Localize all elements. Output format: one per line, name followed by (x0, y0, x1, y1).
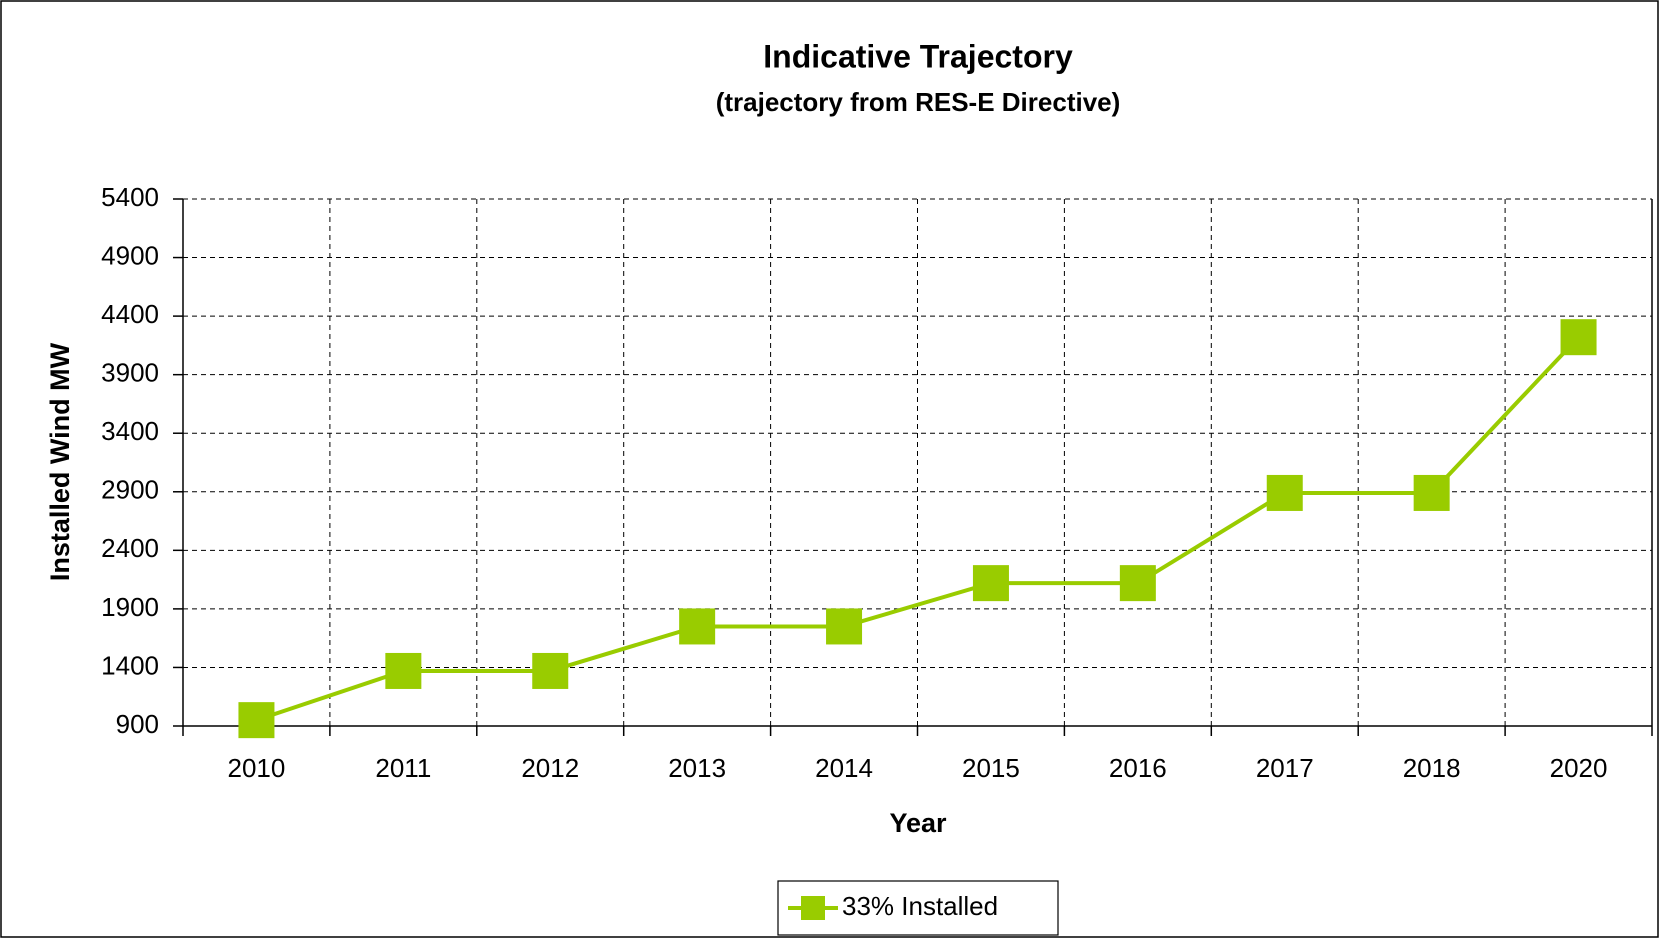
x-tick-label: 2011 (375, 753, 431, 783)
y-tick-label: 5400 (101, 182, 159, 212)
x-axis-label: Year (889, 808, 947, 838)
y-tick-label: 900 (116, 709, 159, 739)
legend-marker (801, 896, 825, 920)
data-point (532, 652, 569, 689)
x-tick-label: 2012 (521, 753, 579, 783)
data-point (972, 565, 1009, 602)
y-tick-label: 3900 (101, 358, 159, 388)
data-point (1560, 319, 1597, 356)
y-tick-label: 4400 (101, 299, 159, 329)
x-tick-label: 2017 (1256, 753, 1314, 783)
legend-box (777, 880, 1059, 936)
y-tick-label: 2900 (101, 475, 159, 505)
data-point (1266, 474, 1303, 511)
y-tick-label: 2400 (101, 533, 159, 563)
chart-subtitle: (trajectory from RES-E Directive) (716, 87, 1121, 117)
data-point (385, 652, 422, 689)
data-point (826, 608, 863, 645)
x-tick-label: 2013 (668, 753, 726, 783)
y-tick-label: 1400 (101, 650, 159, 680)
x-tick-label: 2020 (1550, 753, 1608, 783)
data-point (1119, 565, 1156, 602)
y-tick-label: 3400 (101, 416, 159, 446)
y-tick-label: 1900 (101, 592, 159, 622)
legend-label: 33% Installed (842, 891, 998, 921)
chart-title: Indicative Trajectory (763, 38, 1073, 74)
x-tick-label: 2018 (1403, 753, 1461, 783)
y-axis-label: Installed Wind MW (45, 342, 75, 581)
data-point (1413, 474, 1450, 511)
x-tick-label: 2014 (815, 753, 873, 783)
x-tick-label: 2010 (228, 753, 286, 783)
data-point (679, 608, 716, 645)
x-tick-label: 2015 (962, 753, 1020, 783)
y-tick-label: 4900 (101, 240, 159, 270)
data-point (238, 702, 275, 739)
series-line (255, 335, 1581, 723)
x-tick-label: 2016 (1109, 753, 1167, 783)
